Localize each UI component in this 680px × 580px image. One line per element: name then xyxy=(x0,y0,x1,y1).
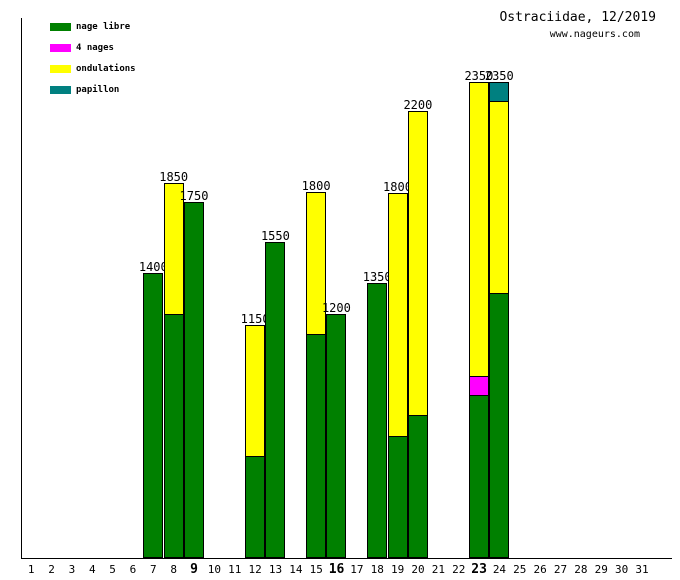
x-label-day-18: 18 xyxy=(370,563,384,576)
bar-day-19 xyxy=(387,193,408,558)
bar-day-23-segment-ondulations xyxy=(468,82,489,377)
x-label-day-24: 24 xyxy=(492,563,507,576)
x-label-day-1: 1 xyxy=(27,563,35,576)
bar-day-7-segment-nage_libre xyxy=(143,273,164,558)
x-label-day-16: 16 xyxy=(328,562,345,577)
bar-day-18-segment-nage_libre xyxy=(367,283,388,558)
bar-day-9 xyxy=(184,202,204,558)
x-label-day-29: 29 xyxy=(594,563,608,576)
bar-value-day-23: 2350 xyxy=(464,69,494,83)
bar-day-12-segment-nage_libre xyxy=(245,456,266,558)
bar-day-16 xyxy=(326,314,347,558)
x-label-day-13: 13 xyxy=(268,563,283,576)
x-label-day-28: 28 xyxy=(574,563,588,576)
bar-value-day-13: 1550 xyxy=(260,229,290,243)
x-label-day-11: 11 xyxy=(228,563,242,576)
x-label-day-7: 7 xyxy=(150,563,157,576)
bar-day-20-segment-ondulations xyxy=(407,111,428,416)
bar-day-9-segment-nage_libre xyxy=(184,202,204,558)
bar-value-day-15: 1800 xyxy=(301,179,331,193)
x-label-day-15: 15 xyxy=(309,563,323,576)
bar-value-day-9: 1750 xyxy=(179,189,209,203)
bar-value-day-7: 1400 xyxy=(138,260,168,274)
bar-day-12 xyxy=(245,325,266,558)
bar-day-23-segment-nage_libre xyxy=(468,395,489,558)
x-label-day-3: 3 xyxy=(68,563,76,576)
website-url: www.nageurs.com xyxy=(549,29,640,40)
bar-value-day-19: 1800 xyxy=(383,180,412,194)
bar-day-12-segment-ondulations xyxy=(245,325,266,457)
bar-day-24-segment-ondulations xyxy=(489,101,510,294)
x-axis-line xyxy=(21,558,672,559)
x-label-day-4: 4 xyxy=(88,563,96,576)
bar-day-16-segment-nage_libre xyxy=(326,314,347,558)
x-label-day-22: 22 xyxy=(452,563,466,576)
bar-day-20-segment-nage_libre xyxy=(407,415,428,558)
bar-day-15 xyxy=(306,192,327,558)
x-label-day-12: 12 xyxy=(248,563,262,576)
legend-item-ondulations: ondulations xyxy=(50,58,136,79)
x-label-day-27: 27 xyxy=(553,563,568,576)
x-label-day-5: 5 xyxy=(109,563,116,576)
x-label-day-9: 9 xyxy=(190,562,198,577)
bar-day-23-segment-quatre_nages xyxy=(468,376,489,396)
bar-value-day-18: 1350 xyxy=(362,270,392,284)
chart-title: Ostraciidae, 12/2019 xyxy=(499,10,656,25)
x-label-day-26: 26 xyxy=(533,563,547,576)
x-label-day-6: 6 xyxy=(129,563,137,576)
bar-day-13-segment-nage_libre xyxy=(265,242,286,558)
legend-item-papillon: papillon xyxy=(50,79,136,100)
bar-day-15-segment-nage_libre xyxy=(306,334,327,558)
bar-day-19-segment-nage_libre xyxy=(387,436,408,558)
x-label-day-19: 19 xyxy=(391,563,405,576)
legend-label: papillon xyxy=(76,84,120,95)
papillon-swatch-icon xyxy=(50,85,71,94)
bar-day-24-segment-nage_libre xyxy=(489,293,510,558)
x-label-day-10: 10 xyxy=(207,563,222,576)
x-label-day-30: 30 xyxy=(614,563,629,576)
x-label-day-8: 8 xyxy=(170,563,177,576)
bar-value-day-12: 1150 xyxy=(240,312,270,326)
quatre-nages-swatch-icon xyxy=(50,43,71,52)
bar-day-8-segment-nage_libre xyxy=(163,314,184,558)
bar-value-day-8: 1850 xyxy=(159,170,189,184)
bar-day-19-segment-ondulations xyxy=(387,193,408,437)
bar-day-8 xyxy=(163,183,184,558)
ondulations-swatch-icon xyxy=(50,64,71,73)
x-axis-labels: 1 2 3 4 5 6 7 8 9 10 11 12 13 14 15 16 17 18 19 20 21 22 23 24 2… xyxy=(21,562,652,577)
y-axis-line xyxy=(21,18,22,558)
legend: nage libre 4 nages ondulations papillon xyxy=(50,16,136,100)
bar-day-13 xyxy=(265,242,286,558)
x-label-day-31: 31 xyxy=(635,563,649,576)
x-label-day-21: 21 xyxy=(431,563,445,576)
bar-day-18 xyxy=(367,283,388,558)
x-label-day-25: 25 xyxy=(513,563,527,576)
x-label-day-20: 20 xyxy=(411,563,425,576)
bar-value-day-20: 2200 xyxy=(403,98,433,112)
bar-day-20 xyxy=(407,111,428,558)
legend-label: 4 nages xyxy=(76,42,114,53)
x-label-day-14: 14 xyxy=(289,563,303,576)
x-label-day-23: 23 xyxy=(471,562,487,577)
bar-value-day-24: 2350 xyxy=(484,69,514,83)
bar-day-7 xyxy=(143,273,164,558)
legend-label: ondulations xyxy=(76,63,136,74)
bar-value-day-16: 1200 xyxy=(321,301,351,315)
bar-day-23 xyxy=(468,82,489,558)
bar-day-24 xyxy=(489,82,510,558)
legend-item-4-nages: 4 nages xyxy=(50,37,136,58)
legend-label: nage libre xyxy=(76,21,131,32)
legend-item-nage-libre: nage libre xyxy=(50,16,136,37)
nage-libre-swatch-icon xyxy=(50,22,71,31)
x-label-day-2: 2 xyxy=(48,563,55,576)
bar-day-24-segment-papillon xyxy=(489,82,510,102)
x-label-day-17: 17 xyxy=(350,563,364,576)
